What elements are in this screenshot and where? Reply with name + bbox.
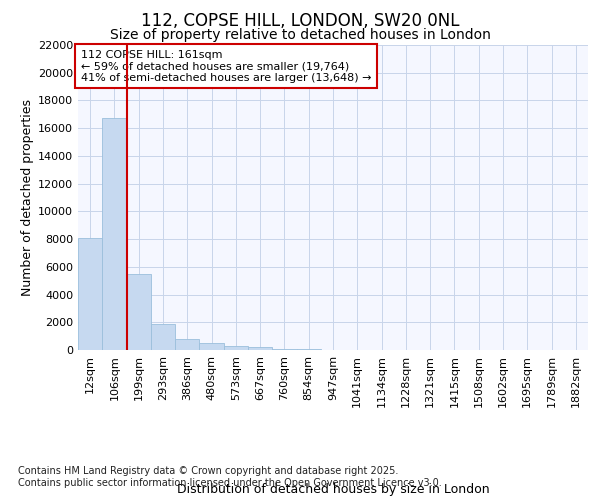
Bar xyxy=(151,324,175,350)
Y-axis label: Number of detached properties: Number of detached properties xyxy=(21,99,34,296)
Text: Size of property relative to detached houses in London: Size of property relative to detached ho… xyxy=(110,28,490,42)
X-axis label: Distribution of detached houses by size in London: Distribution of detached houses by size … xyxy=(176,484,490,496)
Bar xyxy=(248,347,272,350)
Text: Contains HM Land Registry data © Crown copyright and database right 2025.
Contai: Contains HM Land Registry data © Crown c… xyxy=(18,466,442,487)
Text: 112, COPSE HILL, LONDON, SW20 0NL: 112, COPSE HILL, LONDON, SW20 0NL xyxy=(141,12,459,30)
Bar xyxy=(175,339,199,350)
Bar xyxy=(199,343,224,350)
Bar xyxy=(102,118,127,350)
Bar xyxy=(272,348,296,350)
Bar xyxy=(127,274,151,350)
Bar xyxy=(78,238,102,350)
Bar xyxy=(224,346,248,350)
Text: 112 COPSE HILL: 161sqm
← 59% of detached houses are smaller (19,764)
41% of semi: 112 COPSE HILL: 161sqm ← 59% of detached… xyxy=(80,50,371,83)
